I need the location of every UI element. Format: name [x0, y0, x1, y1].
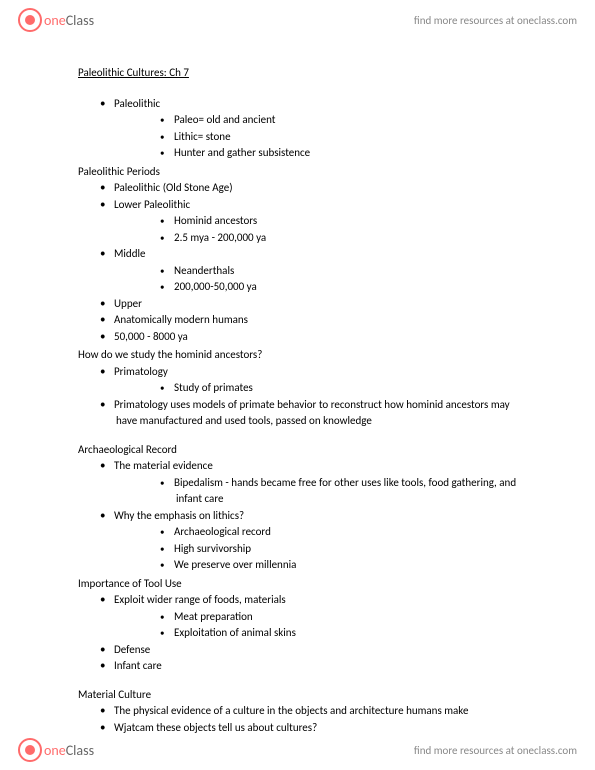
list-item: We preserve over millennia [160, 557, 517, 574]
list-item: The material evidence Bipedalism - hands… [100, 458, 517, 508]
logo: oneClass [18, 738, 94, 762]
list-item: Anatomically modern humans [100, 312, 517, 329]
list-item: Study of primates [160, 380, 517, 397]
list-item: High survivorship [160, 541, 517, 558]
list-item: Paleolithic Paleo= old and ancient Lithi… [100, 96, 517, 162]
list-item: Lithic= stone [160, 129, 517, 146]
section-heading: Material Culture [78, 687, 517, 704]
list-item: Middle Neanderthals 200,000-50,000 ya [100, 246, 517, 296]
footer-link[interactable]: find more resources at oneclass.com [414, 744, 577, 757]
list-item: Paleolithic (Old Stone Age) [100, 180, 517, 197]
list-item: The physical evidence of a culture in th… [100, 703, 517, 720]
document-body: Paleolithic Cultures: Ch 7 Paleolithic P… [78, 65, 517, 736]
list-item: Archaeological record [160, 524, 517, 541]
list-item: Bipedalism - hands became free for other… [160, 475, 517, 508]
logo-icon [18, 8, 42, 32]
list-item: Meat preparation [160, 609, 517, 626]
item-text: The material evidence [114, 459, 213, 472]
section-heading: How do we study the hominid ancestors? [78, 347, 517, 364]
logo: oneClass [18, 8, 94, 32]
section-heading: Paleolithic Periods [78, 164, 517, 181]
page-header: oneClass find more resources at oneclass… [0, 0, 595, 40]
list-item: Primatology Study of primates [100, 364, 517, 397]
item-text: Why the emphasis on lithics? [114, 509, 244, 522]
item-text: Lower Paleolithic [114, 198, 190, 211]
list-item: Hunter and gather subsistence [160, 145, 517, 162]
logo-icon [18, 738, 42, 762]
doc-title: Paleolithic Cultures: Ch 7 [78, 65, 517, 82]
item-text: Primatology [114, 365, 168, 378]
list-item: 200,000-50,000 ya [160, 279, 517, 296]
list-item: Defense [100, 642, 517, 659]
section-heading: Archaeological Record [78, 442, 517, 459]
list-item: Hominid ancestors [160, 213, 517, 230]
item-text: Paleolithic [114, 97, 160, 110]
section-heading: Importance of Tool Use [78, 576, 517, 593]
list-item: 2.5 mya - 200,000 ya [160, 230, 517, 247]
item-text: Exploit wider range of foods, materials [114, 593, 286, 606]
list-item: Exploitation of animal skins [160, 625, 517, 642]
list-item: Upper [100, 296, 517, 313]
list-item: Lower Paleolithic Hominid ancestors 2.5 … [100, 197, 517, 247]
logo-text: oneClass [44, 742, 94, 759]
list-item: Primatology uses models of primate behav… [100, 397, 517, 430]
list-item: Neanderthals [160, 263, 517, 280]
list-item: Exploit wider range of foods, materials … [100, 592, 517, 642]
list-item: Why the emphasis on lithics? Archaeologi… [100, 508, 517, 574]
logo-text: oneClass [44, 12, 94, 29]
page-footer: oneClass find more resources at oneclass… [0, 730, 595, 770]
list-item: Paleo= old and ancient [160, 112, 517, 129]
list-item: Infant care [100, 658, 517, 675]
item-text: Middle [114, 247, 146, 260]
header-link[interactable]: find more resources at oneclass.com [414, 14, 577, 27]
list-item: 50,000 - 8000 ya [100, 329, 517, 346]
